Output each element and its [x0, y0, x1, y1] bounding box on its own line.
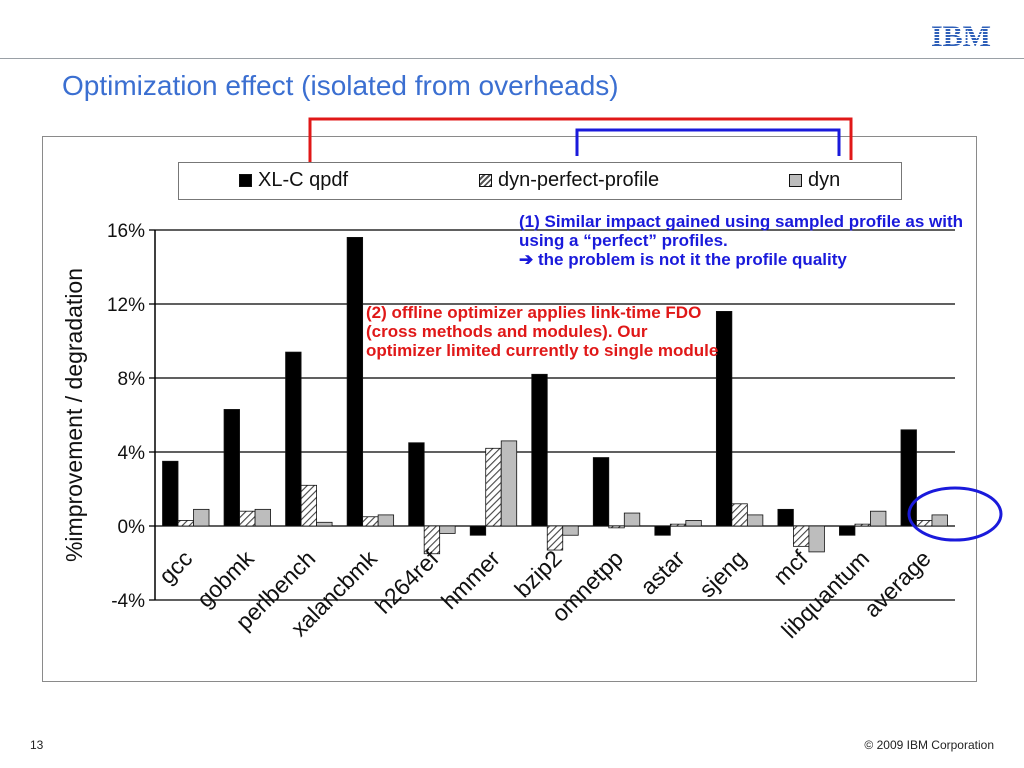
bar-dyn [685, 520, 702, 527]
bar-xlc-qpdf [223, 409, 240, 527]
ibm-logo-text: IBM [931, 20, 991, 50]
annotation-2: (2) offline optimizer applies link-time … [366, 303, 719, 360]
bar-dyn [193, 508, 210, 527]
bar-xlc-qpdf [592, 457, 610, 527]
bar-dyn-perfect-profile [793, 525, 810, 547]
bar-dyn-perfect-profile [916, 520, 933, 527]
bar-xlc-qpdf [715, 310, 733, 527]
legend-swatch-xlc [239, 174, 252, 188]
y-tick-label: -4% [111, 591, 145, 612]
bar-dyn [623, 512, 641, 527]
bar-xlc-qpdf [408, 442, 425, 527]
y-axis-label: %improvement / degradation [61, 268, 87, 562]
y-tick-label: 0% [118, 517, 146, 538]
bar-xlc-qpdf [285, 351, 302, 527]
annotation-1-line2: the problem is not it the profile qualit… [537, 250, 847, 269]
legend-swatch-dyn-perfect-profile [479, 174, 492, 188]
bar-dyn-perfect-profile [731, 503, 748, 527]
bar-dyn [439, 525, 456, 534]
legend-label-xlc: XL-C qpdf [258, 169, 349, 191]
bar-dyn-perfect-profile [177, 520, 194, 527]
bar-xlc-qpdf [162, 460, 179, 527]
bar-xlc-qpdf [346, 236, 364, 527]
x-tick-label: astar [635, 545, 690, 600]
y-tick-label: 12% [107, 295, 145, 316]
bar-dyn [931, 514, 948, 527]
bar-dyn [316, 521, 333, 527]
bar-xlc-qpdf [469, 525, 487, 536]
annotation-1-text: (1) Similar impact gained using sampled … [519, 212, 963, 250]
blue-bracket [575, 128, 841, 156]
copyright: © 2009 IBM Corporation [864, 738, 994, 752]
x-tick-label: mcf [768, 545, 813, 590]
y-tick-label: 4% [118, 443, 146, 464]
bar-dyn-perfect-profile [239, 510, 256, 527]
bar-xlc-qpdf [531, 373, 548, 527]
bar-xlc-qpdf [654, 525, 671, 536]
red-bracket [308, 117, 853, 162]
bar-dyn [377, 514, 395, 527]
x-tick-label: sjeng [694, 545, 751, 602]
x-tick-label: h264ref [370, 545, 444, 619]
x-tick-label: hmmer [436, 545, 505, 614]
bar-dyn [746, 514, 764, 527]
legend-item-xlc: XL-C qpdf [239, 169, 348, 192]
x-tick-label: average [859, 545, 936, 622]
bar-xlc-qpdf [839, 525, 856, 536]
bar-dyn [500, 440, 518, 527]
bar-dyn-perfect-profile [362, 516, 379, 527]
y-tick-label: 8% [118, 369, 146, 390]
legend-label-dyn-perfect-profile: dyn-perfect-profile [498, 169, 660, 191]
bar-dyn-perfect-profile [608, 525, 625, 529]
header-rule [0, 58, 1024, 59]
arrow-icon: ➔ [519, 250, 534, 269]
chart-legend: XL-C qpdf dyn-perfect-profile dyn [178, 162, 902, 200]
average-highlight-circle [907, 486, 1003, 542]
y-tick-label: 16% [107, 221, 145, 242]
bar-dyn-perfect-profile [669, 523, 687, 527]
bar-dyn-perfect-profile [854, 523, 871, 527]
ibm-logo: IBM [931, 20, 991, 50]
legend-item-dyn: dyn [789, 169, 840, 192]
bar-dyn [254, 508, 271, 527]
bar-dyn-perfect-profile [485, 447, 502, 527]
x-tick-label: bzip2 [509, 545, 566, 602]
annotation-1: (1) Similar impact gained using sampled … [519, 212, 974, 269]
bar-dyn-perfect-profile [423, 525, 441, 555]
bar-xlc-qpdf [777, 508, 794, 527]
bar-dyn [808, 525, 825, 553]
bar-dyn [870, 510, 887, 527]
x-tick-label: gcc [154, 545, 198, 589]
legend-swatch-dyn [789, 174, 802, 188]
page-number: 13 [30, 738, 44, 752]
legend-item-dyn-perfect-profile: dyn-perfect-profile [479, 169, 659, 192]
bar-dyn-perfect-profile [546, 525, 564, 551]
legend-label-dyn: dyn [808, 169, 841, 191]
bar-dyn [562, 525, 579, 536]
chart-frame [42, 136, 977, 682]
slide-title: Optimization effect (isolated from overh… [62, 70, 619, 101]
bar-dyn-perfect-profile [300, 484, 317, 527]
